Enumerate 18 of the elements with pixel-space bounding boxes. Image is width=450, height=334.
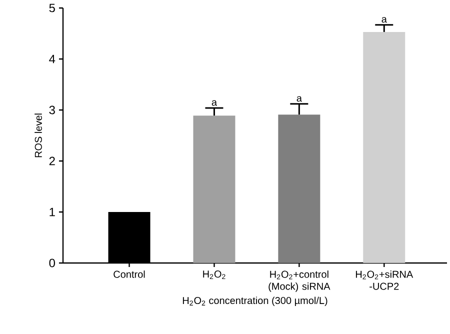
x-tick-label: Control — [114, 270, 145, 278]
y-axis-title: ROS level — [34, 114, 42, 158]
annotation: a — [382, 17, 387, 23]
y-tick-label: 2 — [49, 156, 55, 166]
annotation: a — [296, 96, 302, 102]
bar — [193, 116, 236, 263]
x-tick-label: H$_{2}$O$_{2}$+control (Mock) siRNA — [268, 270, 330, 292]
bar — [278, 114, 320, 263]
y-tick-label: 3 — [49, 106, 55, 114]
y-tick-label: 0 — [49, 258, 56, 268]
y-tick-label: 4 — [49, 54, 56, 64]
y-tick-label: 5 — [49, 4, 55, 12]
y-tick-label: 1 — [50, 208, 55, 216]
x-tick-label: H$_{2}$O$_{2}$+siRNA -UCP2 — [356, 270, 414, 290]
bar — [363, 32, 406, 263]
x-tick-label: H$_{2}$O$_{2}$ — [203, 270, 226, 279]
x-axis-title: H$_{2}$O$_{2}$ concentration (300 µmol/L) — [182, 296, 328, 306]
annotation: a — [212, 100, 218, 106]
